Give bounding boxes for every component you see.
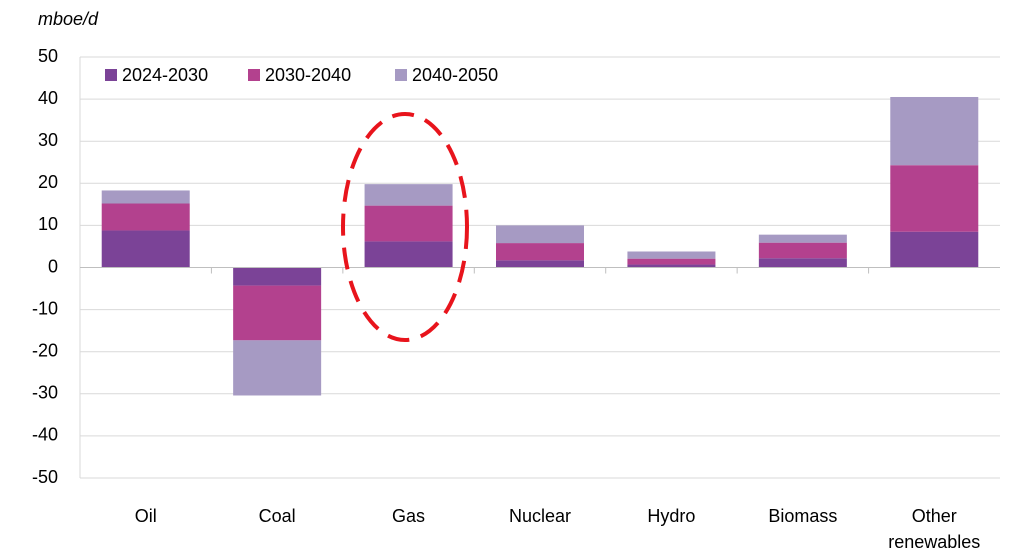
y-axis-label: mboe/d	[38, 9, 99, 29]
y-tick-label: 10	[38, 214, 58, 234]
bar-segment	[233, 285, 322, 341]
x-tick-label: Oil	[134, 506, 157, 526]
bar-segment	[233, 267, 322, 286]
annotation-ellipse	[341, 112, 469, 342]
bar-segment	[890, 231, 979, 268]
x-tick-label: Nuclear	[508, 506, 572, 526]
bar-segment	[758, 258, 847, 268]
y-tick-label: 50	[38, 46, 58, 66]
y-tick-label: 40	[38, 88, 58, 108]
x-tick-label: Other renewables	[888, 506, 981, 552]
y-tick-label: -20	[32, 340, 58, 360]
y-tick-label: 30	[38, 130, 58, 150]
x-tick-label: Biomass	[768, 506, 838, 526]
bar-segment	[890, 96, 979, 166]
bar-segment	[364, 205, 453, 242]
bar-segment	[627, 251, 716, 259]
x-tick-label: Coal	[258, 506, 296, 526]
bar-segment	[233, 340, 322, 396]
y-tick-label: -30	[32, 383, 58, 403]
x-tick-label: Hydro	[647, 506, 696, 526]
bar-segment	[496, 225, 584, 244]
bar-segment	[364, 241, 453, 268]
legend-label: 2040-2050	[412, 65, 498, 85]
y-tick-label: -40	[32, 425, 58, 445]
bar-segment	[101, 203, 190, 231]
y-tick-label: -10	[32, 298, 58, 318]
legend-label: 2024-2030	[122, 65, 208, 85]
legend-label: 2030-2040	[265, 65, 351, 85]
y-tick-label: 20	[38, 172, 58, 192]
y-tick-label: -50	[32, 467, 58, 487]
legend-swatch	[395, 69, 407, 81]
y-tick-label: 0	[48, 256, 58, 276]
bar-segment	[496, 260, 584, 268]
bar-segment	[364, 184, 453, 206]
legend-swatch	[105, 69, 117, 81]
bar-segment	[627, 264, 716, 268]
bar-segment	[627, 258, 716, 265]
bar-segment	[101, 230, 190, 268]
bar-segment	[758, 242, 847, 259]
bar-segment	[758, 234, 847, 243]
bar-segment	[890, 165, 979, 232]
legend-swatch	[248, 69, 260, 81]
bar-segment	[496, 243, 584, 261]
x-tick-label: Gas	[392, 506, 426, 526]
bar-segment	[101, 190, 190, 204]
